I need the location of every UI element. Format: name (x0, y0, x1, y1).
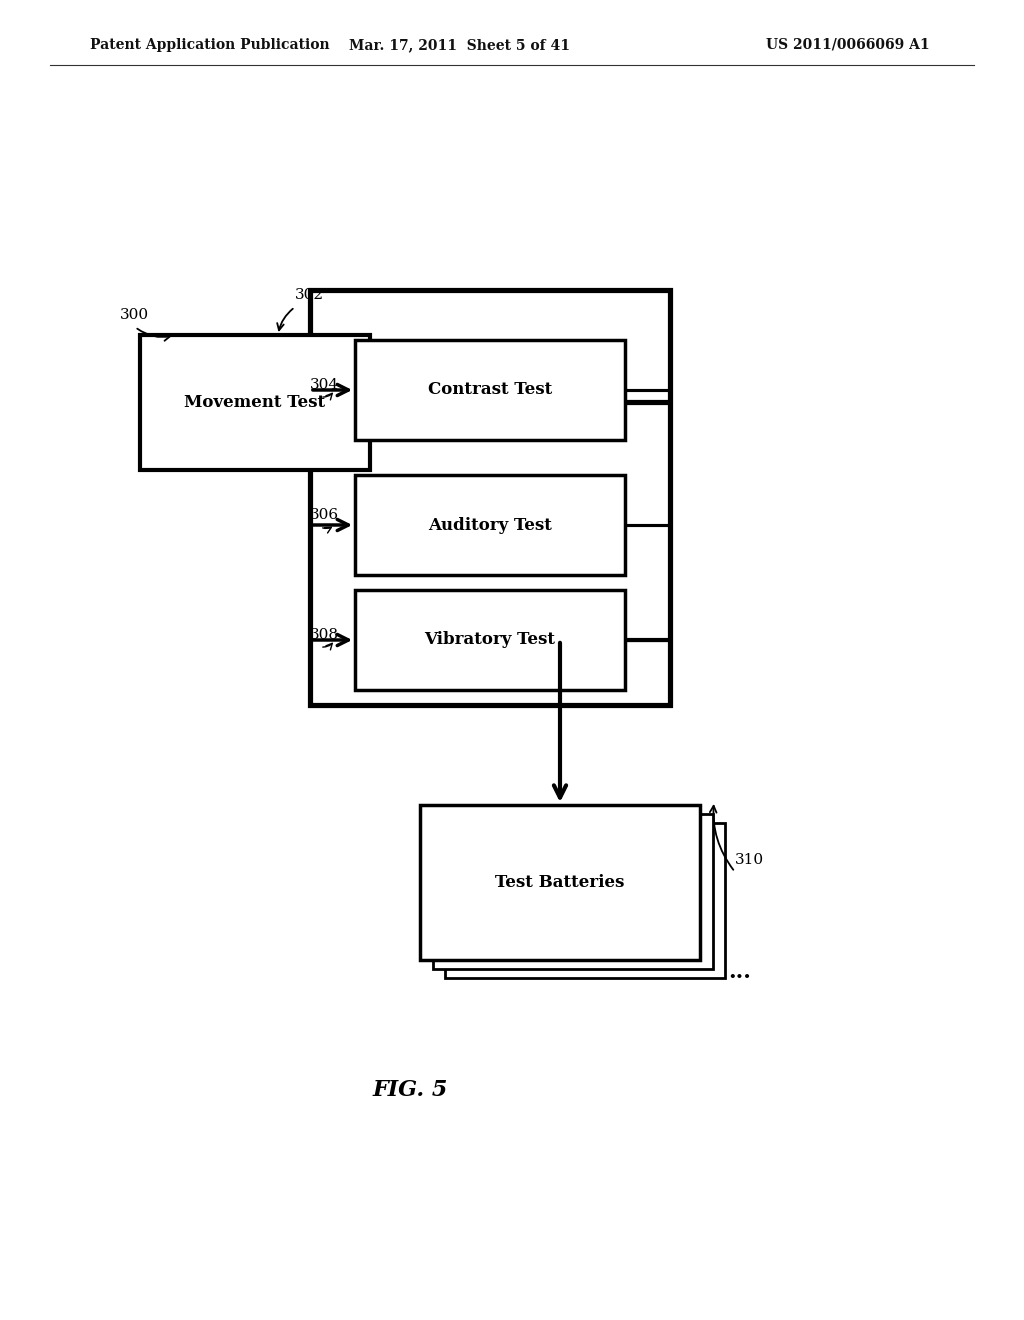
Text: Patent Application Publication: Patent Application Publication (90, 38, 330, 51)
Text: Auditory Test: Auditory Test (428, 516, 552, 533)
Text: Vibratory Test: Vibratory Test (425, 631, 555, 648)
Bar (433, 814, 713, 969)
Text: Test Batteries: Test Batteries (496, 874, 625, 891)
Text: Movement Test: Movement Test (184, 393, 326, 411)
Text: Mar. 17, 2011  Sheet 5 of 41: Mar. 17, 2011 Sheet 5 of 41 (349, 38, 570, 51)
Text: FIG. 5: FIG. 5 (373, 1078, 447, 1101)
Text: 310: 310 (735, 853, 764, 867)
Bar (310, 290, 670, 705)
Text: Contrast Test: Contrast Test (428, 381, 552, 399)
Text: 300: 300 (120, 308, 150, 322)
Bar (355, 475, 625, 576)
Bar (445, 822, 725, 978)
Text: 302: 302 (295, 288, 325, 302)
Bar (140, 335, 370, 470)
Text: 304: 304 (310, 378, 339, 392)
Bar (355, 341, 625, 440)
Text: 306: 306 (310, 508, 339, 521)
Text: 308: 308 (310, 628, 339, 642)
Text: ...: ... (728, 961, 751, 983)
Bar (355, 590, 625, 690)
Text: US 2011/0066069 A1: US 2011/0066069 A1 (766, 38, 930, 51)
Bar (420, 805, 700, 960)
